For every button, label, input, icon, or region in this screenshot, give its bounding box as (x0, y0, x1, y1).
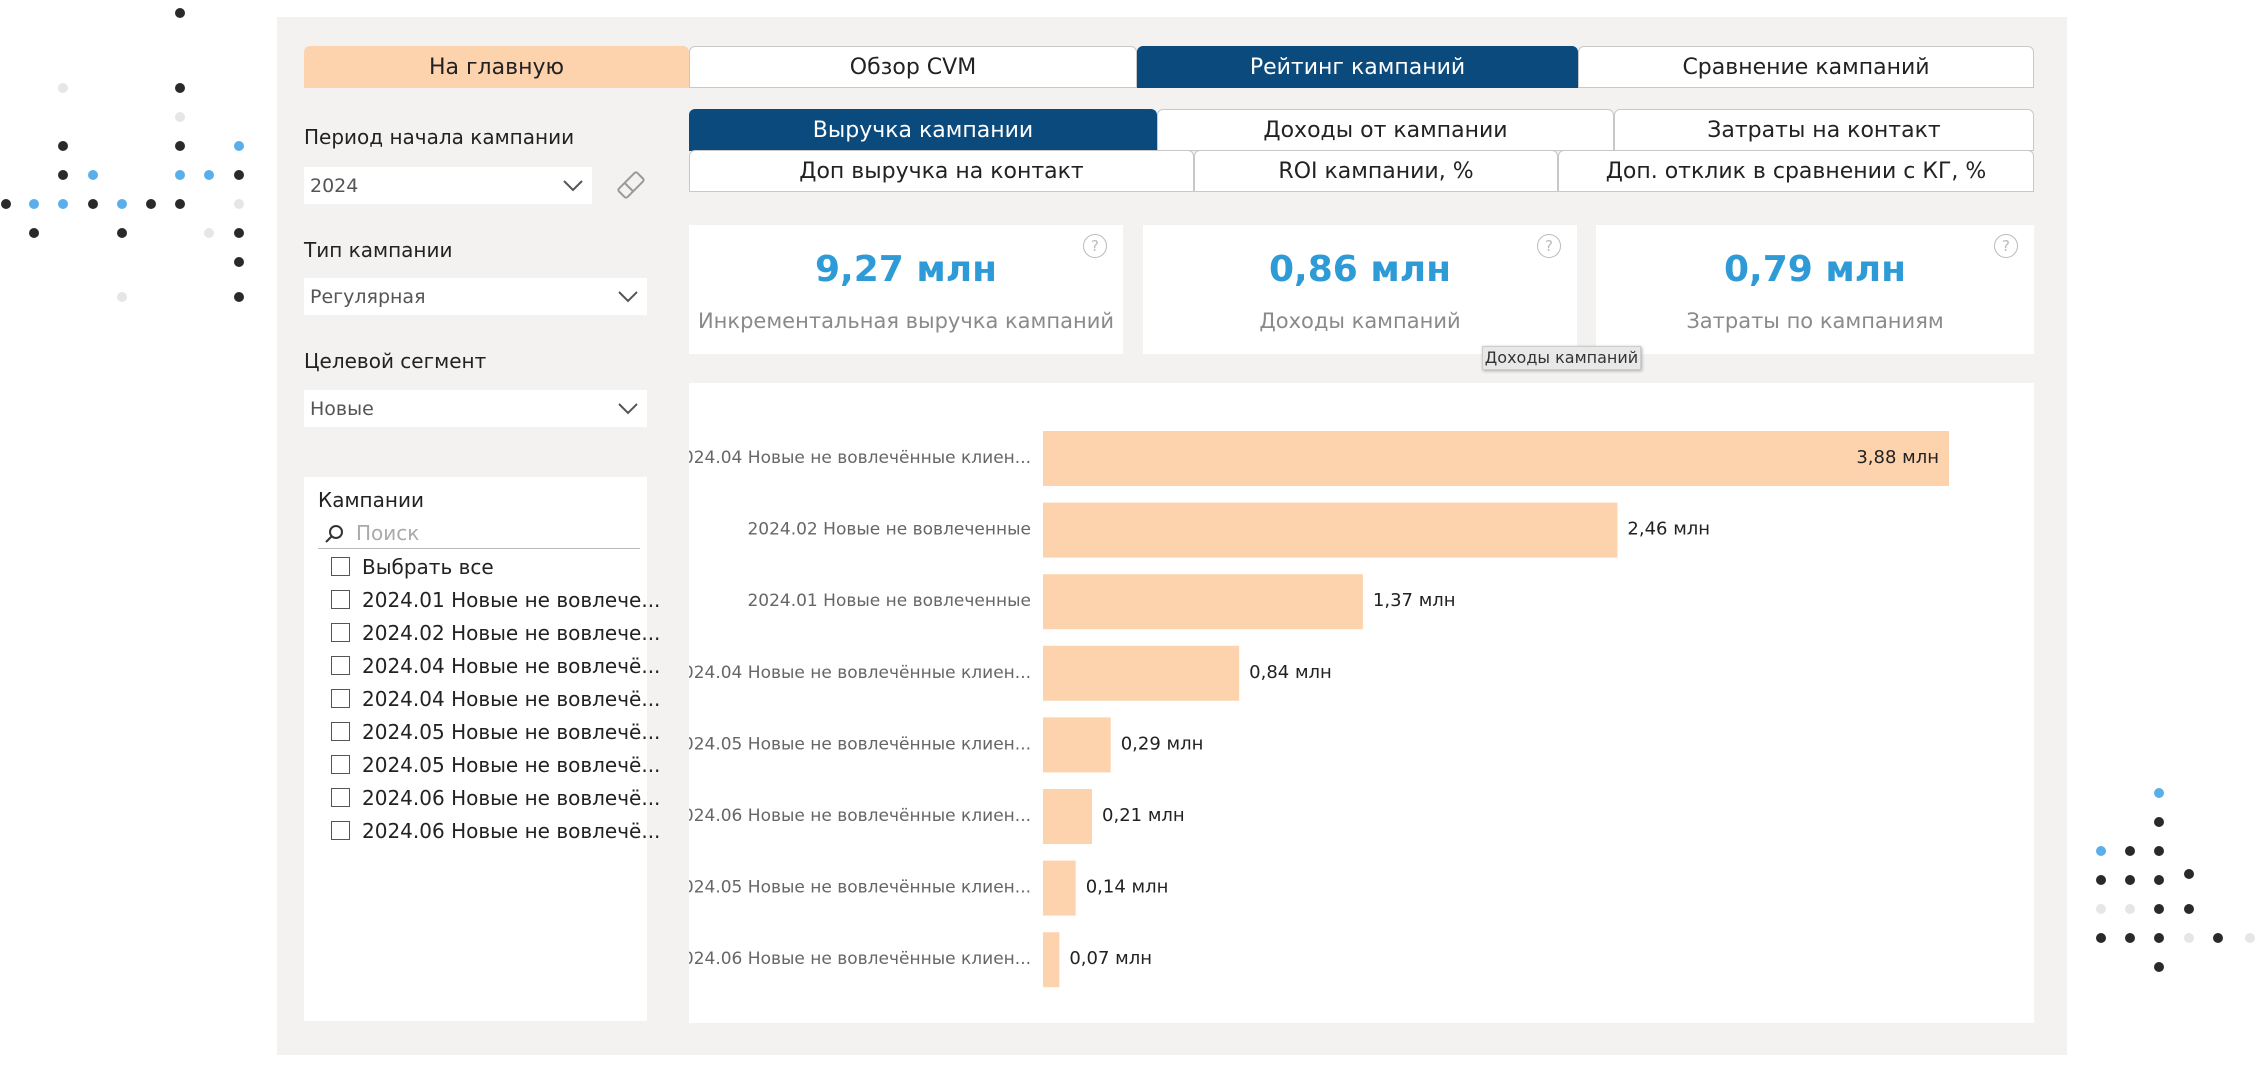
help-icon[interactable]: ? (1537, 234, 1561, 258)
bar (1043, 645, 1240, 701)
kpi-label: Доходы кампаний (1259, 309, 1461, 333)
category-label: 2024.05 Новые не вовлечённые клиен... (689, 734, 1031, 754)
kpi-label: Затраты по кампаниям (1686, 309, 1944, 333)
metric-tab[interactable]: Доходы от кампании (1157, 109, 1614, 151)
kpi-card: 0,86 млн Доходы кампаний? (1143, 225, 1577, 354)
checkbox[interactable] (331, 755, 350, 774)
chart-card: 2024.04 Новые не вовлечённые клиен... 3,8… (672, 383, 2034, 1023)
list-item[interactable]: 2024.01 Новые не вовлече... (362, 588, 661, 612)
list-item[interactable]: 2024.06 Новые не вовлечё... (362, 786, 661, 810)
bar (1043, 574, 1363, 630)
value-label: 2,46 млн (1627, 519, 1710, 540)
search-box[interactable]: Поиск (318, 519, 640, 549)
metric-tab[interactable]: Доп выручка на контакт (689, 150, 1194, 192)
category-label: 2024.04 Новые не вовлечённые клиен... (689, 448, 1031, 468)
list-item[interactable]: 2024.06 Новые не вовлечё... (362, 819, 661, 843)
nav-tab[interactable]: Обзор CVM (689, 46, 1137, 88)
bar (1043, 789, 1093, 844)
value-label: 3,88 млн (1856, 447, 1939, 468)
list-item[interactable]: 2024.05 Новые не вовлечё... (362, 720, 661, 744)
kpi-label: Инкрементальная выручка кампаний (697, 309, 1115, 333)
dropdown[interactable]: 2024 (304, 167, 592, 204)
value-label: 0,07 млн (1069, 948, 1152, 969)
search-placeholder: Поиск (356, 521, 420, 545)
category-label: 2024.05 Новые не вовлечённые клиен... (689, 878, 1031, 898)
filter-label: Целевой сегмент (304, 349, 487, 373)
category-label: 2024.02 Новые не вовлеченные (747, 520, 1031, 540)
value-label: 0,29 млн (1121, 733, 1204, 754)
metric-tab[interactable]: Затраты на контакт (1614, 109, 2034, 151)
list-item[interactable]: 2024.05 Новые не вовлечё... (362, 753, 661, 777)
bar (1043, 717, 1111, 773)
value-label: 1,37 млн (1373, 590, 1456, 611)
kpi-card: 9,27 млн Инкрементальная выручка кампаний… (689, 225, 1123, 354)
metric-tab[interactable]: Доп. отклик в сравнении с КГ, % (1558, 150, 2034, 192)
kpi-card: 0,79 млн Затраты по кампаниям? (1596, 225, 2034, 354)
help-icon[interactable]: ? (1994, 234, 2018, 258)
list-item[interactable]: 2024.04 Новые не вовлечё... (362, 654, 661, 678)
checkbox[interactable] (331, 656, 350, 675)
filter-label: Период начала кампании (304, 125, 575, 149)
list-item[interactable]: Выбрать все (362, 555, 494, 579)
nav-tab[interactable]: На главную (304, 46, 689, 88)
help-icon[interactable]: ? (1083, 234, 1107, 258)
campaign-list: Кампании Поиск Выбрать все 2024.01 Новые не… (304, 477, 660, 1021)
chevron (563, 180, 583, 192)
checkbox[interactable] (331, 557, 350, 576)
checkbox[interactable] (331, 722, 350, 741)
list-title: Кампании (318, 488, 424, 512)
chevron (618, 403, 638, 415)
chevron (618, 291, 638, 303)
kpi-value: 0,86 млн (1268, 249, 1452, 290)
bar-chart: 2024.04 Новые не вовлечённые клиен... 3,8… (672, 431, 1949, 988)
kpi-value: 0,79 млн (1723, 249, 1907, 290)
value-label: 0,84 млн (1249, 662, 1332, 683)
metric-tab[interactable]: Выручка кампании (689, 109, 1157, 151)
value-label: 0,14 млн (1086, 877, 1169, 898)
metric-tab[interactable]: ROI кампании, % (1194, 150, 1558, 192)
checkbox[interactable] (331, 590, 350, 609)
checkbox[interactable] (331, 689, 350, 708)
bar (1043, 932, 1060, 988)
dropdown[interactable]: Регулярная (304, 278, 647, 315)
filter-label: Тип кампании (304, 238, 453, 262)
list-item[interactable]: 2024.02 Новые не вовлече... (362, 621, 661, 645)
category-label: 2024.04 Новые не вовлечённые клиен... (689, 663, 1031, 683)
checkbox[interactable] (331, 623, 350, 642)
dropdown[interactable]: Новые (304, 390, 647, 427)
list-item[interactable]: 2024.04 Новые не вовлечё... (362, 687, 661, 711)
eraser-icon[interactable] (614, 168, 648, 202)
category-label: 2024.06 Новые не вовлечённые клиен... (689, 949, 1031, 969)
bar (1043, 431, 1949, 486)
checkbox[interactable] (331, 788, 350, 807)
category-label: 2024.01 Новые не вовлеченные (747, 591, 1031, 611)
value-label: 0,21 млн (1102, 805, 1185, 826)
bar (1043, 502, 1618, 558)
bar (1043, 860, 1076, 916)
kpi-value: 9,27 млн (814, 249, 998, 290)
nav-tab[interactable]: Рейтинг кампаний (1137, 46, 1578, 88)
nav-tab[interactable]: Сравнение кампаний (1578, 46, 2034, 88)
checkbox[interactable] (331, 821, 350, 840)
tooltip: Доходы кампаний (1482, 346, 1641, 370)
category-label: 2024.06 Новые не вовлечённые клиен... (689, 806, 1031, 826)
